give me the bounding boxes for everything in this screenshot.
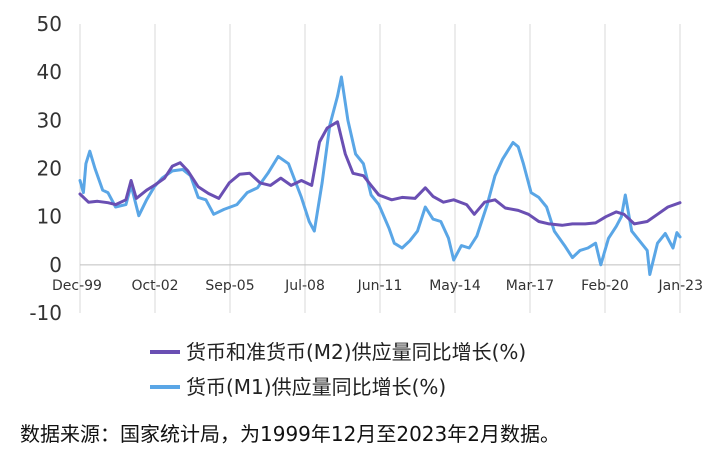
y-tick-label-5: 0 [49, 253, 62, 277]
x-tick-label-5: May-14 [429, 278, 481, 294]
x-tick-label-1: Oct-02 [131, 278, 178, 294]
legend: 货币和准货币(M2)供应量同比增长(%) 货币(M1)供应量同比增长(%) [150, 340, 526, 399]
x-tick-label-3: Jul-08 [284, 278, 325, 294]
y-tick-label-4: 10 [37, 205, 62, 229]
series-line-m2 [78, 120, 682, 227]
x-tick-label-8: Jan-23 [658, 278, 703, 294]
legend-label-m2: 货币和准货币(M2)供应量同比增长(%) [186, 340, 526, 364]
source-note: 数据来源：国家统计局，为1999年12月至2023年2月数据。 [20, 422, 560, 446]
y-axis: 50 40 30 20 10 0 -10 [29, 12, 62, 325]
x-tick-label-4: Jun-11 [357, 278, 403, 294]
x-tick-label-2: Sep-05 [205, 278, 254, 294]
y-tick-label-1: 40 [37, 60, 62, 84]
legend-label-m1: 货币(M1)供应量同比增长(%) [186, 375, 446, 399]
y-tick-label-2: 30 [37, 108, 62, 132]
y-tick-label-6: -10 [29, 301, 62, 325]
series-layer [78, 75, 682, 276]
x-axis: Dec-99 Oct-02 Sep-05 Jul-08 Jun-11 May-14 Mar-… [52, 278, 703, 294]
y-tick-label-0: 50 [37, 12, 62, 36]
x-tick-label-7: Feb-20 [581, 278, 629, 294]
y-tick-label-3: 20 [37, 157, 62, 181]
x-tick-label-6: Mar-17 [506, 278, 554, 294]
x-tick-label-0: Dec-99 [52, 278, 102, 294]
